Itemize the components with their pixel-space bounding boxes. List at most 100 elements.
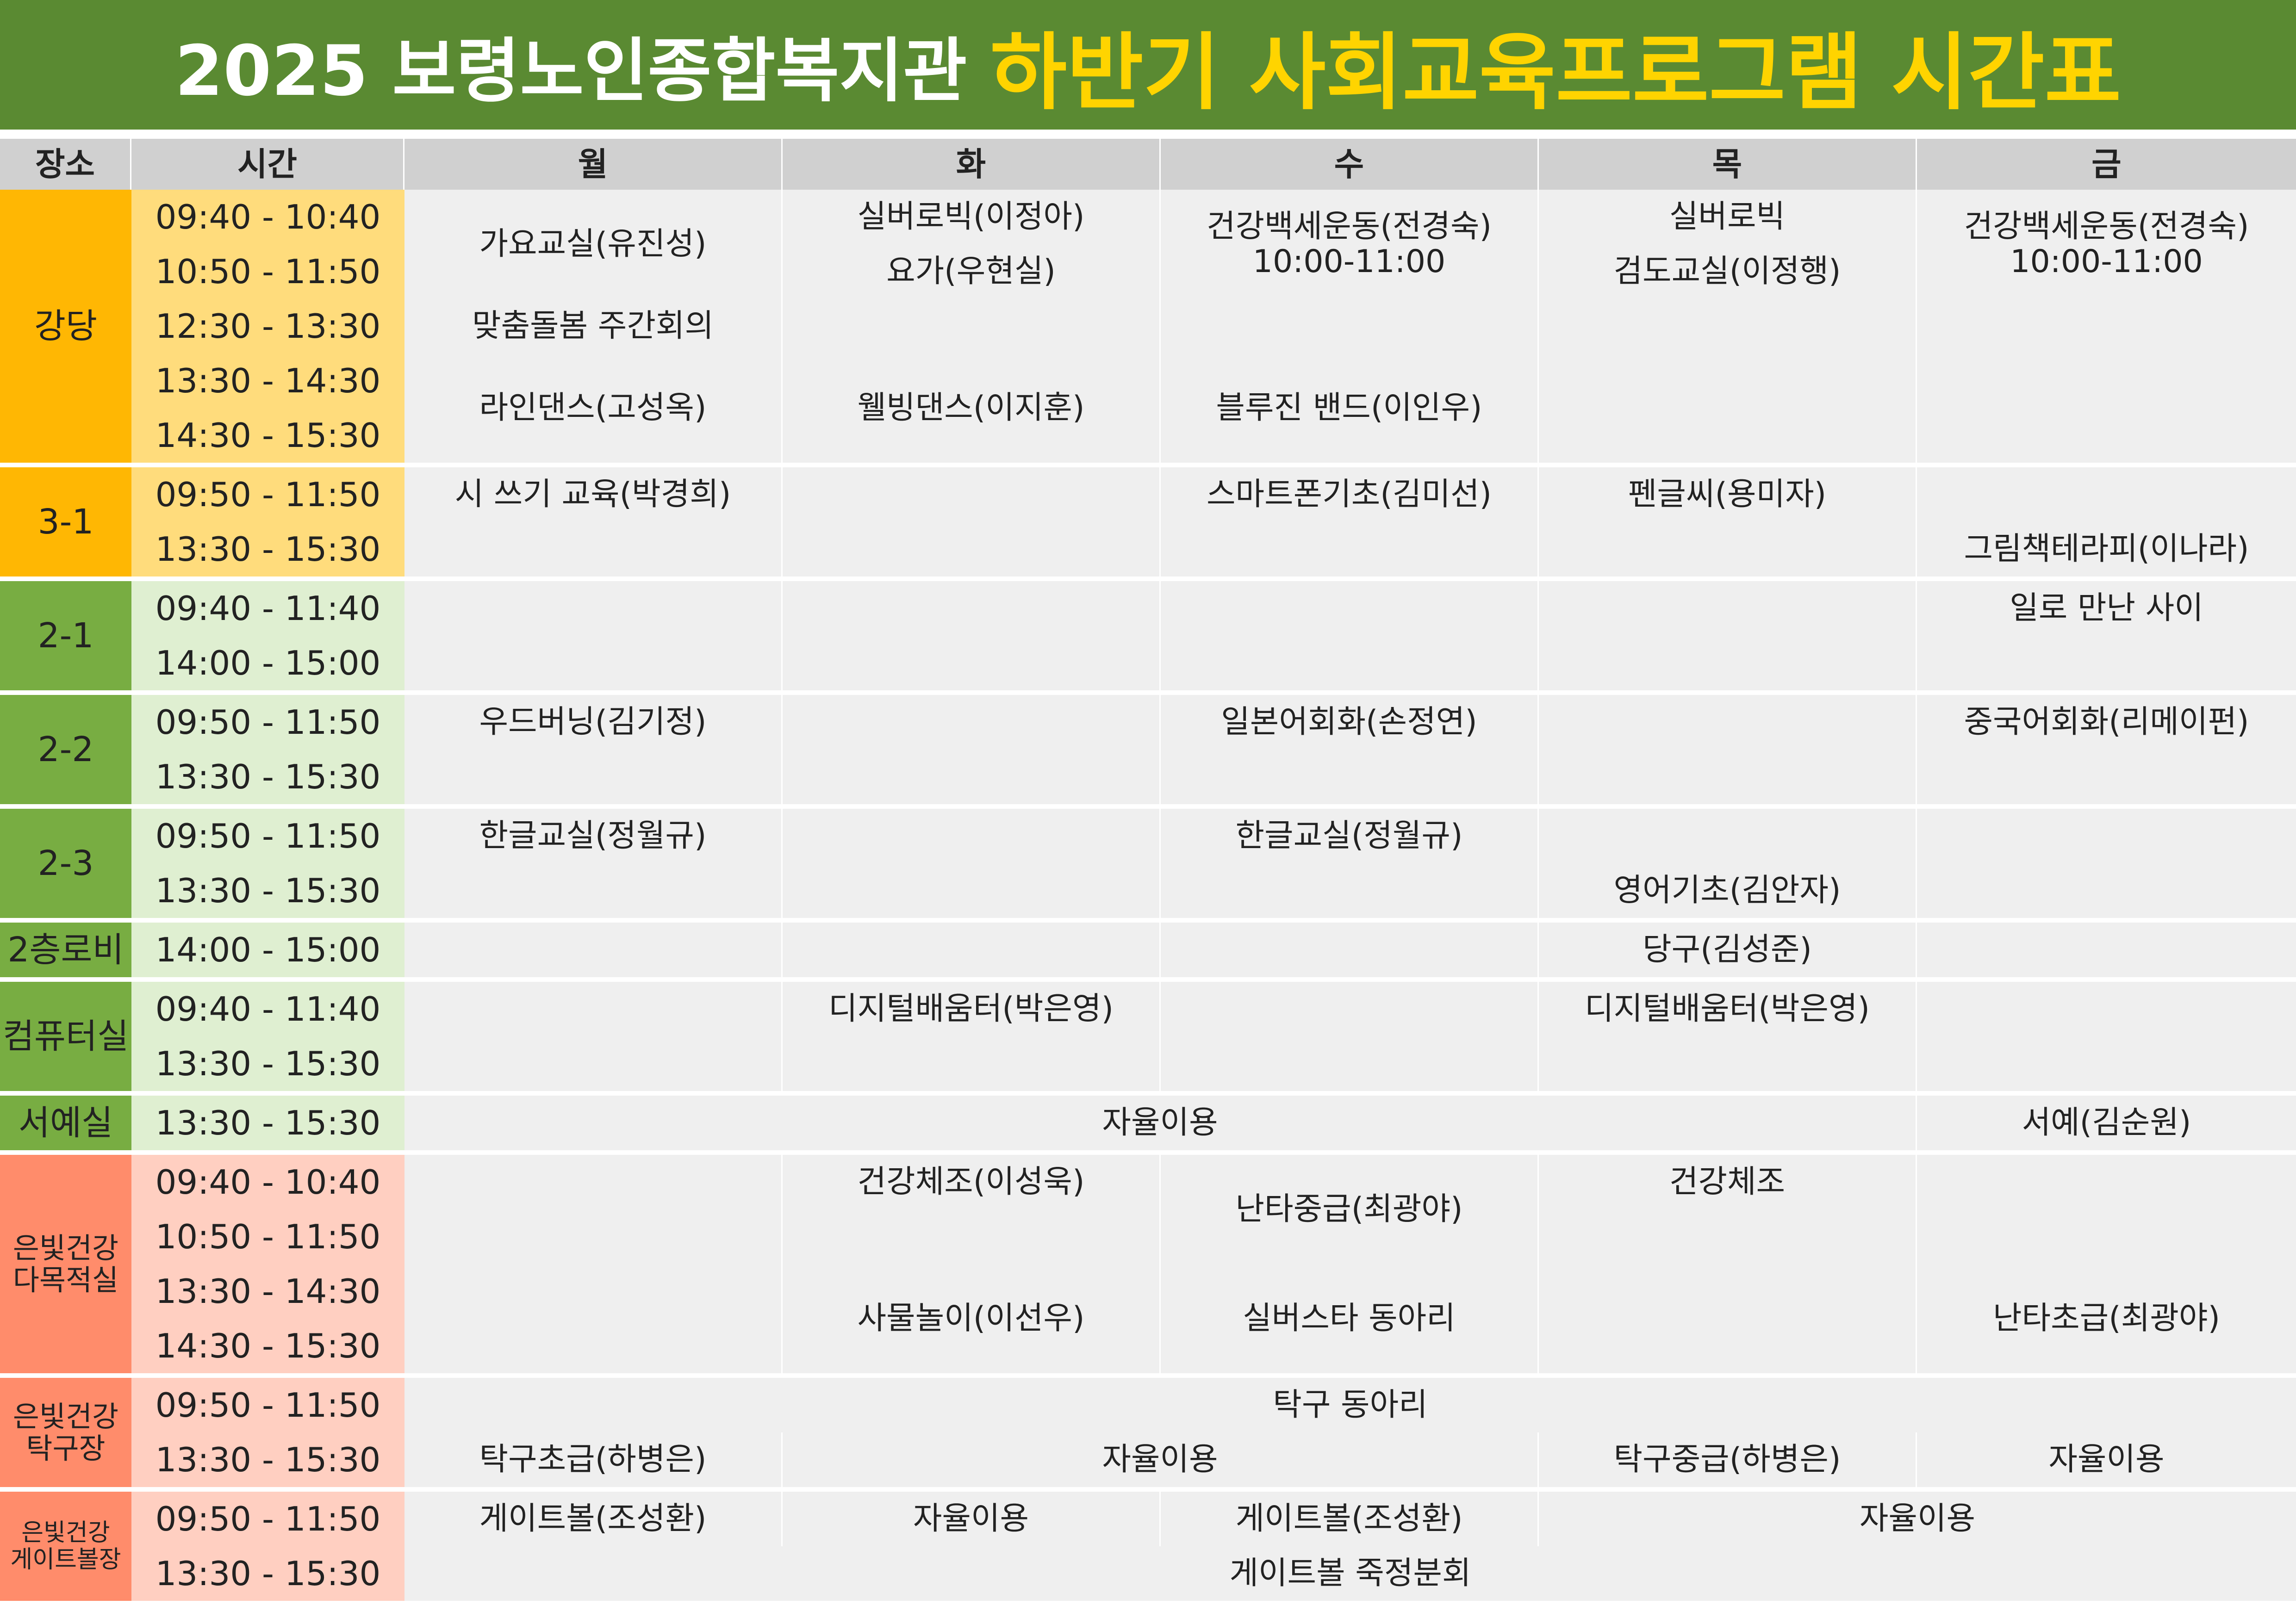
empty-cell	[1917, 918, 2296, 977]
empty-cell	[1539, 353, 1917, 463]
place-computer-room: 컴퓨터실	[0, 977, 131, 1091]
program-cell: 디지털배움터(박은영)	[1539, 977, 1917, 1036]
header-mon: 월	[404, 139, 783, 190]
program-cell: 시 쓰기 교육(박경희)	[404, 463, 783, 522]
empty-cell	[1161, 750, 1539, 804]
program-cell: 자율이용	[1917, 1432, 2296, 1487]
empty-cell	[1917, 804, 2296, 863]
time-slot: 14:00 - 15:00	[131, 918, 404, 977]
time-slot: 12:30 - 13:30	[131, 299, 404, 353]
empty-cell	[1161, 863, 1539, 918]
empty-cell	[783, 1209, 1161, 1264]
empty-cell	[1161, 977, 1539, 1036]
header-place: 장소	[0, 139, 131, 190]
time-slot: 13:30 - 14:30	[131, 1264, 404, 1319]
program-cell: 서예(김순원)	[1917, 1091, 2296, 1150]
time-slot: 10:50 - 11:50	[131, 244, 404, 299]
program-cell: 펜글씨(용미자)	[1539, 463, 1917, 522]
time-slot: 09:40 - 10:40	[131, 1150, 404, 1209]
place-lobby: 2층로비	[0, 918, 131, 977]
time-slot: 09:50 - 11:50	[131, 1487, 404, 1546]
empty-cell	[1917, 977, 2296, 1036]
time-slot: 09:50 - 11:50	[131, 463, 404, 522]
place-multipurpose-room: 은빛건강 다목적실	[0, 1150, 131, 1373]
program-cell: 검도교실(이정행)	[1539, 244, 1917, 299]
empty-cell	[1161, 918, 1539, 977]
program-cell: 게이트볼(조성환)	[404, 1487, 783, 1546]
empty-cell	[1917, 1209, 2296, 1264]
time-slot: 13:30 - 15:30	[131, 1546, 404, 1601]
program-cell: 스마트폰기초(김미선)	[1161, 463, 1539, 522]
place-room-2-2: 2-2	[0, 690, 131, 804]
time-slot: 13:30 - 15:30	[131, 522, 404, 576]
empty-cell	[1539, 1264, 1917, 1373]
program-cell: 가요교실(유진성)	[404, 190, 783, 299]
empty-cell	[783, 576, 1161, 636]
time-slot: 14:30 - 15:30	[131, 1319, 404, 1373]
time-slot: 09:40 - 11:40	[131, 977, 404, 1036]
program-cell: 탁구중급(하병은)	[1539, 1432, 1917, 1487]
program-cell: 실버로빅	[1539, 190, 1917, 244]
program-cell: 자율이용	[783, 1487, 1161, 1546]
title-part1: 2025 보령노인종합복지관	[174, 31, 967, 112]
empty-cell	[1539, 750, 1917, 804]
empty-cell	[1917, 750, 2296, 804]
empty-cell	[404, 750, 783, 804]
empty-cell	[404, 576, 783, 636]
empty-cell	[1917, 463, 2296, 522]
empty-cell	[404, 636, 783, 690]
program-cell: 일로 만난 사이	[1917, 576, 2296, 636]
time-slot: 10:50 - 11:50	[131, 1209, 404, 1264]
empty-cell	[1917, 1150, 2296, 1209]
program-cell: 우드버닝(김기정)	[404, 690, 783, 750]
empty-cell	[404, 1150, 783, 1373]
program-cell: 웰빙댄스(이지훈)	[783, 353, 1161, 463]
time-slot: 14:30 - 15:30	[131, 408, 404, 463]
empty-cell	[1161, 636, 1539, 690]
empty-cell	[1539, 522, 1917, 576]
place-room-2-3: 2-3	[0, 804, 131, 918]
empty-cell	[1539, 1036, 1917, 1091]
empty-cell	[783, 1036, 1161, 1091]
empty-cell	[1917, 1036, 2296, 1091]
program-cell: 당구(김성준)	[1539, 918, 1917, 977]
place-calligraphy-room: 서예실	[0, 1091, 131, 1150]
empty-cell	[783, 636, 1161, 690]
empty-cell	[1161, 576, 1539, 636]
empty-cell	[404, 1036, 783, 1091]
empty-cell	[783, 863, 1161, 918]
program-cell: 블루진 밴드(이인우)	[1161, 353, 1539, 463]
program-cell: 한글교실(정월규)	[404, 804, 783, 863]
place-table-tennis: 은빛건강 탁구장	[0, 1373, 131, 1487]
program-cell: 건강체조	[1539, 1150, 1917, 1209]
empty-cell	[1917, 299, 2296, 353]
empty-cell	[1539, 299, 1917, 353]
empty-cell	[1917, 353, 2296, 463]
empty-cell	[1539, 804, 1917, 863]
program-cell: 실버로빅(이정아)	[783, 190, 1161, 244]
empty-cell	[1539, 636, 1917, 690]
empty-cell	[1539, 690, 1917, 750]
program-cell: 탁구 동아리	[404, 1373, 2296, 1432]
program-cell: 맞춤돌봄 주간회의	[404, 299, 783, 353]
program-cell: 디지털배움터(박은영)	[783, 977, 1161, 1036]
program-cell: 영어기초(김안자)	[1539, 863, 1917, 918]
empty-cell	[1161, 522, 1539, 576]
empty-cell	[783, 299, 1161, 353]
time-slot: 09:40 - 10:40	[131, 190, 404, 244]
empty-cell	[1917, 863, 2296, 918]
program-cell: 그림책테라피(이나라)	[1917, 522, 2296, 576]
empty-cell	[783, 522, 1161, 576]
program-cell: 자율이용	[783, 1432, 1539, 1487]
empty-cell	[1161, 1036, 1539, 1091]
empty-cell	[1161, 299, 1539, 353]
program-cell: 건강백세운동(전경숙) 10:00-11:00	[1917, 190, 2296, 299]
empty-cell	[783, 750, 1161, 804]
empty-cell	[1917, 636, 2296, 690]
empty-cell	[783, 918, 1161, 977]
program-cell: 게이트볼(조성환)	[1161, 1487, 1539, 1546]
empty-cell	[1539, 1209, 1917, 1264]
title-part2: 하반기 사회교육프로그램 시간표	[990, 24, 2122, 121]
program-cell: 게이트볼 죽정분회	[404, 1546, 2296, 1601]
header-tue: 화	[783, 139, 1161, 190]
